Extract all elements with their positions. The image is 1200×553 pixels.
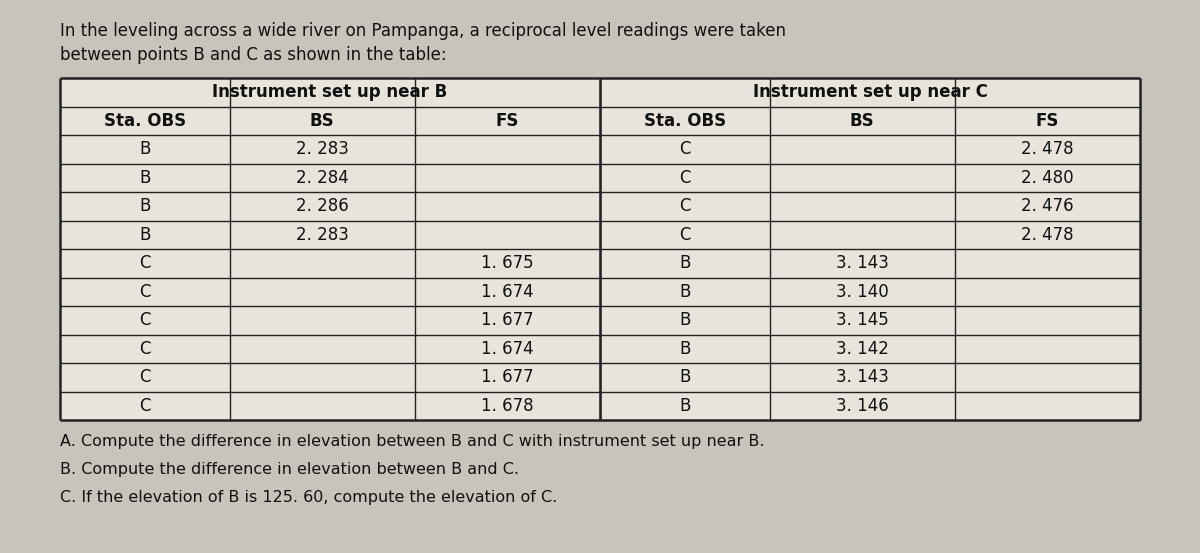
- Text: B. Compute the difference in elevation between B and C.: B. Compute the difference in elevation b…: [60, 462, 520, 477]
- Text: 2. 480: 2. 480: [1021, 169, 1074, 187]
- Text: 2. 286: 2. 286: [296, 197, 349, 215]
- Text: C: C: [139, 340, 151, 358]
- Text: 1. 677: 1. 677: [481, 368, 534, 386]
- Text: 3. 143: 3. 143: [836, 368, 889, 386]
- Text: C: C: [679, 140, 691, 158]
- Text: BS: BS: [850, 112, 875, 130]
- Text: C: C: [139, 397, 151, 415]
- Text: In the leveling across a wide river on Pampanga, a reciprocal level readings wer: In the leveling across a wide river on P…: [60, 22, 786, 40]
- Text: C: C: [139, 311, 151, 329]
- Text: FS: FS: [496, 112, 520, 130]
- Text: 3. 146: 3. 146: [836, 397, 889, 415]
- Text: B: B: [679, 311, 690, 329]
- Text: C: C: [139, 283, 151, 301]
- Text: C: C: [139, 254, 151, 272]
- Text: A. Compute the difference in elevation between B and C with instrument set up ne: A. Compute the difference in elevation b…: [60, 434, 764, 449]
- Text: B: B: [139, 140, 150, 158]
- Text: 2. 478: 2. 478: [1021, 140, 1074, 158]
- Text: 3. 143: 3. 143: [836, 254, 889, 272]
- Text: B: B: [679, 340, 690, 358]
- Text: C: C: [139, 368, 151, 386]
- Text: 1. 674: 1. 674: [481, 283, 534, 301]
- Text: 2. 478: 2. 478: [1021, 226, 1074, 244]
- Text: 1. 674: 1. 674: [481, 340, 534, 358]
- Text: 1. 675: 1. 675: [481, 254, 534, 272]
- Text: B: B: [139, 197, 150, 215]
- Text: B: B: [139, 226, 150, 244]
- Text: C: C: [679, 226, 691, 244]
- Text: 1. 678: 1. 678: [481, 397, 534, 415]
- Bar: [60, 78, 1140, 420]
- Text: B: B: [679, 368, 690, 386]
- Text: 2. 284: 2. 284: [296, 169, 349, 187]
- Text: B: B: [679, 283, 690, 301]
- Text: 3. 145: 3. 145: [836, 311, 889, 329]
- Text: C: C: [679, 169, 691, 187]
- Text: 3. 140: 3. 140: [836, 283, 889, 301]
- Text: Instrument set up near B: Instrument set up near B: [212, 84, 448, 101]
- Text: Sta. OBS: Sta. OBS: [643, 112, 726, 130]
- Text: B: B: [679, 254, 690, 272]
- Text: B: B: [679, 397, 690, 415]
- Text: 3. 142: 3. 142: [836, 340, 889, 358]
- Text: C: C: [679, 197, 691, 215]
- Text: C. If the elevation of B is 125. 60, compute the elevation of C.: C. If the elevation of B is 125. 60, com…: [60, 490, 557, 505]
- Text: Instrument set up near C: Instrument set up near C: [752, 84, 988, 101]
- Text: B: B: [139, 169, 150, 187]
- Text: 2. 283: 2. 283: [296, 226, 349, 244]
- Text: 1. 677: 1. 677: [481, 311, 534, 329]
- Text: FS: FS: [1036, 112, 1060, 130]
- Text: 2. 283: 2. 283: [296, 140, 349, 158]
- Text: Sta. OBS: Sta. OBS: [103, 112, 186, 130]
- Text: 2. 476: 2. 476: [1021, 197, 1074, 215]
- Text: between points B and C as shown in the table:: between points B and C as shown in the t…: [60, 46, 446, 64]
- Text: BS: BS: [310, 112, 335, 130]
